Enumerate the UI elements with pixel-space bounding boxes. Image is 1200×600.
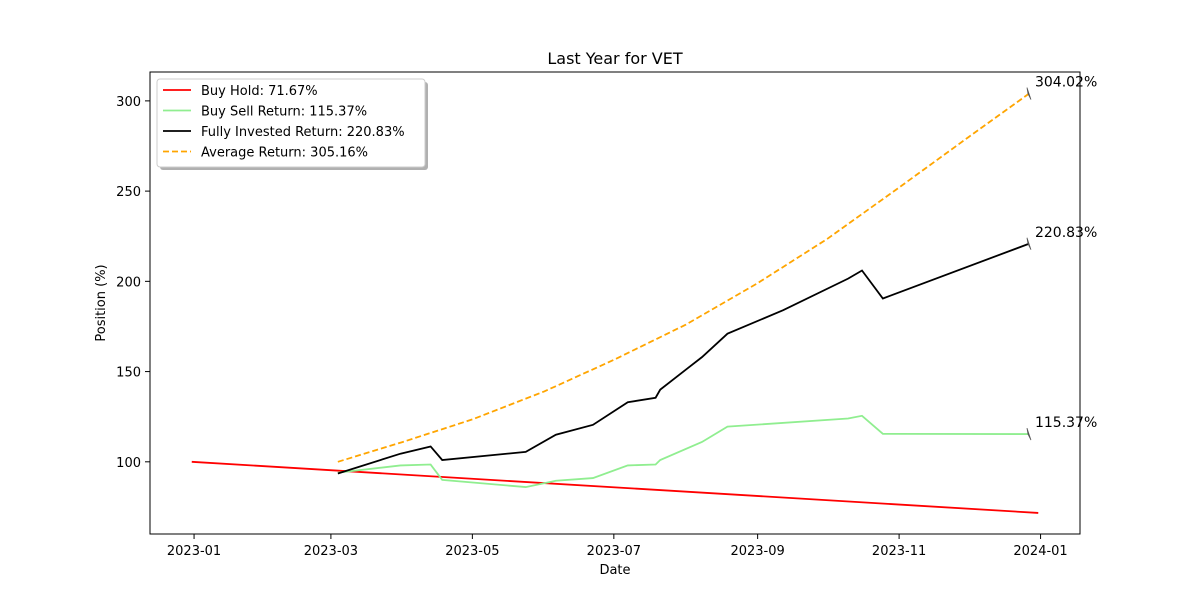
y-tick-label-0: 100 <box>116 456 141 471</box>
legend-label-2: Fully Invested Return: 220.83% <box>201 125 405 140</box>
y-axis-label: Position (%) <box>94 264 109 341</box>
x-tick-label-5: 2023-11 <box>872 544 926 559</box>
series-line-2 <box>337 242 1030 475</box>
x-axis-label: Date <box>599 563 630 578</box>
series-line-3 <box>337 92 1030 463</box>
plot-frame <box>149 71 1081 535</box>
annotation-label-2: 115.37% <box>1035 415 1097 431</box>
y-tick-label-3: 250 <box>116 185 141 200</box>
x-tick-label-3: 2023-07 <box>587 544 641 559</box>
chart-title: Last Year for VET <box>547 49 683 68</box>
legend-label-3: Average Return: 305.16% <box>201 146 368 161</box>
x-tick-label-1: 2023-03 <box>304 544 358 559</box>
annotation-arrow-2 <box>1026 427 1032 441</box>
legend-label-1: Buy Sell Return: 115.37% <box>201 105 367 120</box>
legend: Buy Hold: 71.67% Buy Sell Return: 115.37%… <box>156 78 428 170</box>
annotation-label-1: 220.83% <box>1035 225 1097 241</box>
series-line-0 <box>191 460 1039 514</box>
x-tick-label-0: 2023-01 <box>167 544 221 559</box>
annotation-arrow-1 <box>1026 237 1032 250</box>
x-tick-label-6: 2024-01 <box>1013 544 1067 559</box>
y-tick-label-4: 300 <box>116 95 141 110</box>
y-axis: 100 150 200 250 300 <box>116 95 150 471</box>
y-tick-label-2: 200 <box>116 275 141 290</box>
y-tick-label-1: 150 <box>116 366 141 381</box>
legend-label-0: Buy Hold: 71.67% <box>201 84 318 99</box>
series-line-1 <box>337 414 1029 488</box>
x-tick-label-2: 2023-05 <box>445 544 499 559</box>
legend-box <box>156 78 426 168</box>
x-tick-label-4: 2023-09 <box>730 544 784 559</box>
plot-area: 304.02% 220.83% 115.37% <box>191 75 1097 514</box>
x-axis: 2023-01 2023-03 2023-05 2023-07 2023-09 2023-… <box>167 534 1068 559</box>
annotation-label-0: 304.02% <box>1035 75 1097 91</box>
annotation-arrow-0 <box>1026 87 1032 100</box>
